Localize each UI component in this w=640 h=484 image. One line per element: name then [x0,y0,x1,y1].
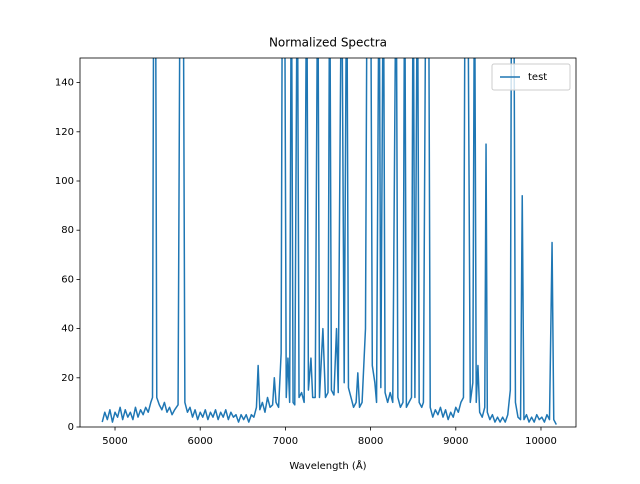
axes-frame [79,57,577,428]
x-tick-label: 10000 [525,436,557,447]
chart-title: Normalized Spectra [269,36,387,50]
plot-area [101,58,557,425]
y-tick-label: 100 [55,176,74,187]
y-tick-label: 20 [61,373,74,384]
x-tick-label: 7000 [273,436,298,447]
y-tick-label: 0 [68,422,74,433]
y-tick-label: 80 [61,225,74,236]
y-tick-label: 140 [55,78,74,89]
legend-box [491,63,571,91]
y-tick-label: 60 [61,274,74,285]
y-tick-label: 40 [61,324,74,335]
x-tick-label: 8000 [358,436,383,447]
x-tick-label: 9000 [443,436,468,447]
x-axis-label: Wavelength (Å) [289,459,366,472]
y-tick-label: 120 [55,127,74,138]
x-tick-label: 5000 [102,436,127,447]
legend-label: test [528,72,547,83]
line [101,58,557,425]
x-tick-label: 6000 [187,436,212,447]
